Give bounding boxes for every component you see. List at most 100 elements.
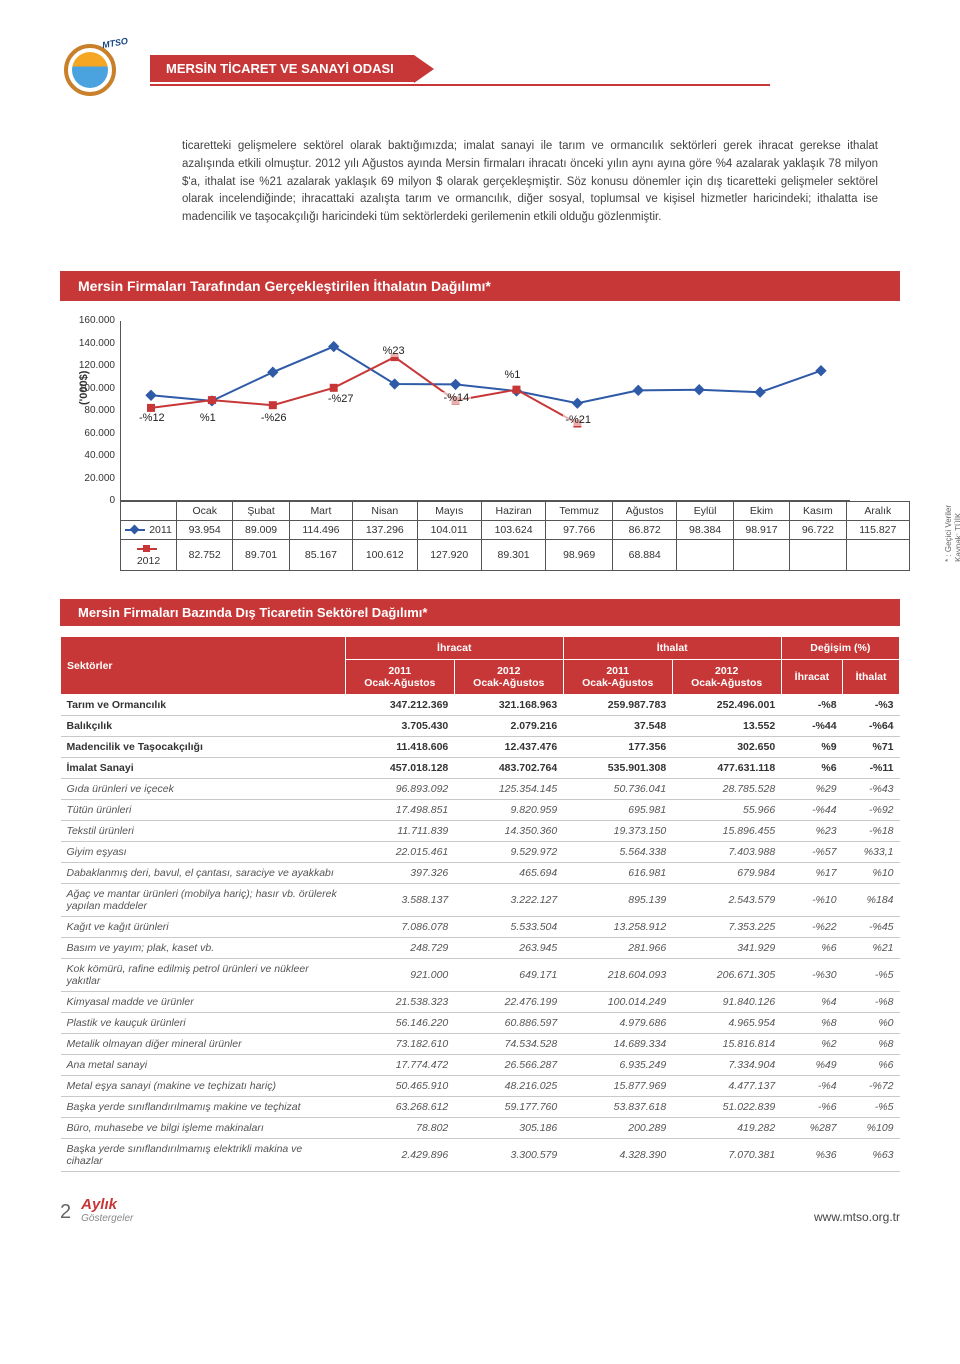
sector-cell: -%30 — [781, 959, 842, 992]
chart-annotation: %1 — [198, 412, 218, 424]
sector-cell: 51.022.839 — [672, 1097, 781, 1118]
sector-cell: 7.353.225 — [672, 917, 781, 938]
chart-table-corner — [121, 502, 177, 521]
chart-ytick: 100.000 — [69, 383, 115, 394]
sector-cell: 5.564.338 — [563, 842, 672, 863]
sector-cell: 11.418.606 — [345, 737, 454, 758]
sector-row-name: Büro, muhasebe ve bilgi işleme makinalar… — [61, 1118, 346, 1139]
chart-table-cell: 137.296 — [353, 521, 417, 540]
sector-cell: -%57 — [781, 842, 842, 863]
sector-row: Başka yerde sınıflandırılmamış elektrikl… — [61, 1139, 900, 1172]
sector-cell: 263.945 — [454, 938, 563, 959]
chart-table-month: Aralık — [846, 502, 909, 521]
chart-ytick: 40.000 — [69, 450, 115, 461]
chart-table-cell: 89.009 — [233, 521, 289, 540]
sector-cell: 616.981 — [563, 863, 672, 884]
sector-head-change-ihracat: İhracat — [781, 660, 842, 695]
footer-brand: Aylık Göstergeler — [81, 1196, 133, 1224]
sector-cell: -%18 — [843, 821, 900, 842]
sector-cell: %8 — [781, 1013, 842, 1034]
sector-cell: 50.736.041 — [563, 779, 672, 800]
sector-cell: 91.840.126 — [672, 992, 781, 1013]
chart-ytick: 60.000 — [69, 428, 115, 439]
chart-table-month: Nisan — [353, 502, 417, 521]
sector-row: Tekstil ürünleri11.711.83914.350.36019.3… — [61, 821, 900, 842]
sector-cell: %4 — [781, 992, 842, 1013]
sector-cell: 679.984 — [672, 863, 781, 884]
sector-cell: 9.529.972 — [454, 842, 563, 863]
chart-table-month: Şubat — [233, 502, 289, 521]
sector-cell: 206.671.305 — [672, 959, 781, 992]
chart-annotation: %23 — [381, 345, 407, 357]
sector-row-name: Başka yerde sınıflandırılmamış makine ve… — [61, 1097, 346, 1118]
sector-cell: 19.373.150 — [563, 821, 672, 842]
chart-table-month: Haziran — [481, 502, 545, 521]
chart-plot-area: 020.00040.00060.00080.000100.000120.0001… — [120, 321, 850, 501]
sector-cell: %29 — [781, 779, 842, 800]
sector-head-degisim: Değişim (%) — [781, 637, 899, 660]
chart-container: ('000$) 020.00040.00060.00080.000100.000… — [60, 315, 900, 581]
chart-legend-cell: 2012 — [121, 540, 177, 571]
sector-cell: 895.139 — [563, 884, 672, 917]
sector-row: Ağaç ve mantar ürünleri (mobilya hariç);… — [61, 884, 900, 917]
sector-cell: 21.538.323 — [345, 992, 454, 1013]
sector-cell: 13.258.912 — [563, 917, 672, 938]
sector-head-year: 2011Ocak-Ağustos — [345, 660, 454, 695]
chart-ytick: 160.000 — [69, 315, 115, 326]
sector-cell: 22.015.461 — [345, 842, 454, 863]
chart-title: Mersin Firmaları Tarafından Gerçekleştir… — [60, 271, 900, 301]
chart-table-cell: 104.011 — [417, 521, 481, 540]
sector-cell: %21 — [843, 938, 900, 959]
sector-row-name: Dabaklanmış deri, bavul, el çantası, sar… — [61, 863, 346, 884]
chart-table-cell — [733, 540, 789, 571]
sector-cell: -%5 — [843, 959, 900, 992]
chart-table-cell: 127.920 — [417, 540, 481, 571]
sector-cell: 37.548 — [563, 716, 672, 737]
sector-cell: %17 — [781, 863, 842, 884]
sector-cell: %8 — [843, 1034, 900, 1055]
chart-ytick: 80.000 — [69, 405, 115, 416]
sector-row: Basım ve yayım; plak, kaset vb.248.72926… — [61, 938, 900, 959]
sector-cell: 419.282 — [672, 1118, 781, 1139]
sector-cell: 218.604.093 — [563, 959, 672, 992]
sector-cell: 259.987.783 — [563, 695, 672, 716]
sector-cell: 7.334.904 — [672, 1055, 781, 1076]
chart-table-cell — [846, 540, 909, 571]
sector-cell: 341.929 — [672, 938, 781, 959]
chart-table-cell: 115.827 — [846, 521, 909, 540]
sector-cell: 2.429.896 — [345, 1139, 454, 1172]
sector-cell: 14.689.334 — [563, 1034, 672, 1055]
sector-cell: 4.965.954 — [672, 1013, 781, 1034]
sector-cell: 321.168.963 — [454, 695, 563, 716]
sector-cell: %6 — [781, 938, 842, 959]
sector-row: Metalik olmayan diğer mineral ürünler73.… — [61, 1034, 900, 1055]
chart-table-month: Ekim — [733, 502, 789, 521]
chart-footnote-1: * : Geçici Veriler — [944, 505, 953, 562]
sector-row: Kağıt ve kağıt ürünleri7.086.0785.533.50… — [61, 917, 900, 938]
intro-paragraph: ticaretteki gelişmelere sektörel olarak … — [160, 120, 900, 245]
sector-cell: 2.543.579 — [672, 884, 781, 917]
sector-cell: 14.350.360 — [454, 821, 563, 842]
sector-row: Tarım ve Ormancılık347.212.369321.168.96… — [61, 695, 900, 716]
sector-cell: 397.326 — [345, 863, 454, 884]
chart-table-month: Mart — [289, 502, 352, 521]
chart-table-month: Eylül — [677, 502, 733, 521]
sector-cell: -%3 — [843, 695, 900, 716]
sector-row: Giyim eşyası22.015.4619.529.9725.564.338… — [61, 842, 900, 863]
chart-table-cell: 93.954 — [177, 521, 233, 540]
sector-cell: 59.177.760 — [454, 1097, 563, 1118]
sector-cell: 7.403.988 — [672, 842, 781, 863]
sector-row-name: Başka yerde sınıflandırılmamış elektrikl… — [61, 1139, 346, 1172]
sector-cell: -%8 — [781, 695, 842, 716]
sector-cell: 53.837.618 — [563, 1097, 672, 1118]
chart-table-cell: 98.969 — [546, 540, 613, 571]
logo-text: MTSO — [101, 36, 128, 50]
page-number: 2 — [60, 1201, 71, 1224]
sector-row-name: Kok kömürü, rafine edilmiş petrol ürünle… — [61, 959, 346, 992]
chart-table-cell: 82.752 — [177, 540, 233, 571]
sector-row-name: Giyim eşyası — [61, 842, 346, 863]
sector-cell: 63.268.612 — [345, 1097, 454, 1118]
chart-table-month: Ocak — [177, 502, 233, 521]
sector-cell: 302.650 — [672, 737, 781, 758]
sector-row: Kimyasal madde ve ürünler21.538.32322.47… — [61, 992, 900, 1013]
